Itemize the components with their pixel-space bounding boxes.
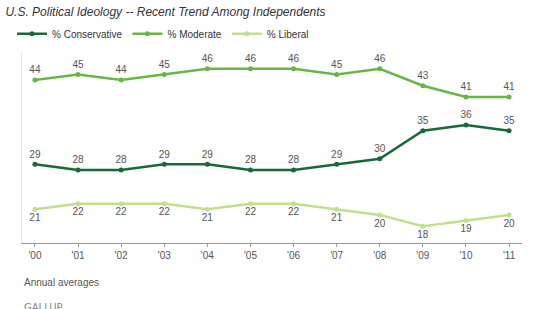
svg-text:Annual averages: Annual averages — [24, 277, 99, 288]
svg-text:GALLUP: GALLUP — [24, 302, 63, 309]
svg-text:'04: '04 — [201, 250, 214, 261]
svg-text:29: 29 — [331, 149, 343, 160]
svg-text:41: 41 — [460, 81, 472, 92]
svg-text:44: 44 — [116, 64, 128, 75]
svg-text:46: 46 — [374, 53, 386, 64]
svg-text:% Conservative: % Conservative — [52, 29, 122, 40]
svg-text:41: 41 — [504, 81, 516, 92]
svg-text:% Liberal: % Liberal — [267, 29, 309, 40]
svg-text:35: 35 — [417, 115, 429, 126]
svg-text:'05: '05 — [244, 250, 257, 261]
svg-text:'02: '02 — [115, 250, 128, 261]
svg-text:35: 35 — [504, 115, 516, 126]
svg-text:28: 28 — [72, 154, 84, 165]
svg-text:28: 28 — [116, 154, 128, 165]
svg-text:44: 44 — [29, 64, 41, 75]
svg-text:'10: '10 — [459, 250, 472, 261]
svg-text:20: 20 — [504, 218, 516, 229]
svg-text:30: 30 — [374, 143, 386, 154]
svg-text:29: 29 — [159, 149, 171, 160]
svg-text:U.S. Political Ideology -- Rec: U.S. Political Ideology -- Recent Trend … — [5, 5, 325, 19]
svg-text:43: 43 — [417, 70, 429, 81]
svg-text:22: 22 — [72, 206, 84, 217]
svg-text:'01: '01 — [72, 250, 85, 261]
svg-text:18: 18 — [417, 229, 429, 240]
svg-text:'07: '07 — [330, 250, 343, 261]
svg-text:'11: '11 — [503, 250, 516, 261]
svg-text:19: 19 — [460, 223, 472, 234]
svg-text:'06: '06 — [287, 250, 300, 261]
svg-text:21: 21 — [331, 212, 343, 223]
svg-text:21: 21 — [202, 212, 214, 223]
svg-text:22: 22 — [245, 206, 257, 217]
svg-text:36: 36 — [460, 109, 472, 120]
svg-text:21: 21 — [29, 212, 41, 223]
svg-text:28: 28 — [288, 154, 300, 165]
svg-text:'08: '08 — [373, 250, 386, 261]
svg-text:46: 46 — [202, 53, 214, 64]
svg-text:22: 22 — [159, 206, 171, 217]
svg-text:45: 45 — [159, 59, 171, 70]
svg-text:45: 45 — [72, 59, 84, 70]
svg-text:'00: '00 — [28, 250, 41, 261]
svg-text:20: 20 — [374, 218, 386, 229]
svg-text:29: 29 — [29, 149, 41, 160]
svg-text:46: 46 — [245, 53, 257, 64]
svg-text:% Moderate: % Moderate — [167, 29, 221, 40]
svg-text:45: 45 — [331, 59, 343, 70]
svg-text:'09: '09 — [416, 250, 429, 261]
svg-text:22: 22 — [288, 206, 300, 217]
svg-text:46: 46 — [288, 53, 300, 64]
svg-text:'03: '03 — [158, 250, 171, 261]
svg-text:22: 22 — [116, 206, 128, 217]
svg-text:29: 29 — [202, 149, 214, 160]
svg-text:28: 28 — [245, 154, 257, 165]
